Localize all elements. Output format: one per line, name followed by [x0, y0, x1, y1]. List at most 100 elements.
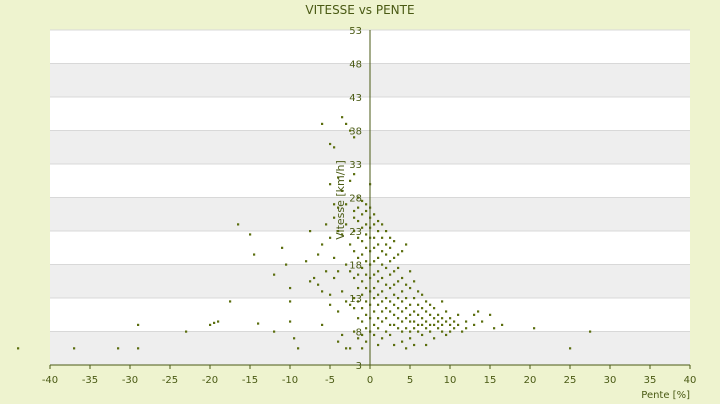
data-point [385, 230, 388, 233]
data-point [389, 236, 392, 239]
data-point [477, 310, 480, 313]
y-tick-label: 18 [349, 261, 362, 272]
data-point [453, 320, 456, 323]
data-point [409, 286, 412, 290]
data-point [409, 337, 412, 340]
data-point [353, 209, 356, 213]
data-point [397, 297, 400, 300]
data-point [377, 280, 380, 283]
data-point [333, 276, 336, 280]
data-point [361, 280, 364, 283]
data-point [473, 323, 476, 326]
data-point [373, 260, 376, 263]
data-point [281, 246, 284, 249]
data-point [337, 206, 340, 209]
data-point [481, 320, 484, 323]
data-point [405, 243, 408, 246]
data-point [329, 183, 332, 186]
data-point [409, 270, 412, 273]
data-point [449, 323, 452, 326]
data-point [405, 347, 408, 350]
data-point [401, 300, 404, 303]
data-point [353, 297, 356, 300]
data-point [465, 320, 468, 323]
data-point [317, 253, 320, 256]
data-point [329, 236, 332, 239]
data-point [337, 176, 340, 179]
data-point [437, 313, 440, 316]
x-tick-label: -20 [202, 375, 218, 386]
data-point [405, 317, 408, 320]
data-point [381, 250, 384, 253]
data-point [329, 293, 332, 296]
data-point [317, 283, 320, 286]
data-point [333, 256, 336, 259]
data-point [341, 233, 344, 236]
data-point [305, 260, 308, 263]
data-point [421, 307, 424, 310]
data-point [185, 330, 188, 333]
y-tick-label: 48 [349, 60, 362, 71]
data-point [365, 286, 368, 290]
data-point [297, 347, 300, 350]
data-point [17, 347, 20, 350]
data-point [389, 300, 392, 303]
data-point [289, 300, 292, 303]
x-tick-label: 30 [604, 375, 617, 386]
data-point [401, 276, 404, 280]
data-point [389, 323, 392, 326]
data-point [361, 307, 364, 310]
chart-title: VITESSE vs PENTE [305, 3, 414, 17]
data-point [377, 317, 380, 320]
data-point [337, 270, 340, 273]
data-point [449, 317, 452, 320]
data-point [365, 209, 368, 213]
data-point [365, 273, 368, 276]
data-point [441, 317, 444, 320]
data-point [413, 280, 416, 283]
data-point [409, 313, 412, 316]
data-point [441, 323, 444, 326]
data-point [289, 286, 292, 290]
data-point [397, 307, 400, 310]
data-point [273, 273, 276, 276]
data-point [385, 283, 388, 286]
data-point [569, 347, 572, 350]
data-point [397, 253, 400, 256]
x-tick-label: -15 [242, 375, 258, 386]
data-point [353, 250, 356, 253]
data-point [73, 347, 76, 350]
data-point [377, 230, 380, 233]
data-point [433, 323, 436, 326]
data-point [289, 320, 292, 323]
data-point [341, 333, 344, 337]
data-point [413, 320, 416, 323]
data-point [333, 146, 336, 149]
data-point [425, 320, 428, 323]
data-point [209, 323, 212, 326]
data-point [397, 327, 400, 330]
data-point [589, 330, 592, 333]
data-point [393, 343, 396, 347]
data-point [337, 230, 340, 233]
data-point [117, 347, 120, 350]
data-point [353, 216, 356, 219]
data-point [377, 303, 380, 306]
data-point [365, 223, 368, 226]
data-point [441, 330, 444, 333]
data-point [373, 286, 376, 290]
data-point [377, 270, 380, 273]
y-tick-label: 13 [349, 294, 362, 305]
y-tick-label: 23 [349, 227, 362, 238]
y-tick-label: 8 [356, 328, 362, 339]
x-tick-label: 5 [407, 375, 413, 386]
data-point [489, 313, 492, 316]
data-point [229, 300, 232, 303]
data-point [457, 313, 460, 316]
data-point [377, 256, 380, 259]
data-point [421, 323, 424, 326]
data-point [457, 323, 460, 326]
data-point [325, 270, 328, 273]
data-point [401, 290, 404, 293]
data-point [213, 321, 216, 324]
